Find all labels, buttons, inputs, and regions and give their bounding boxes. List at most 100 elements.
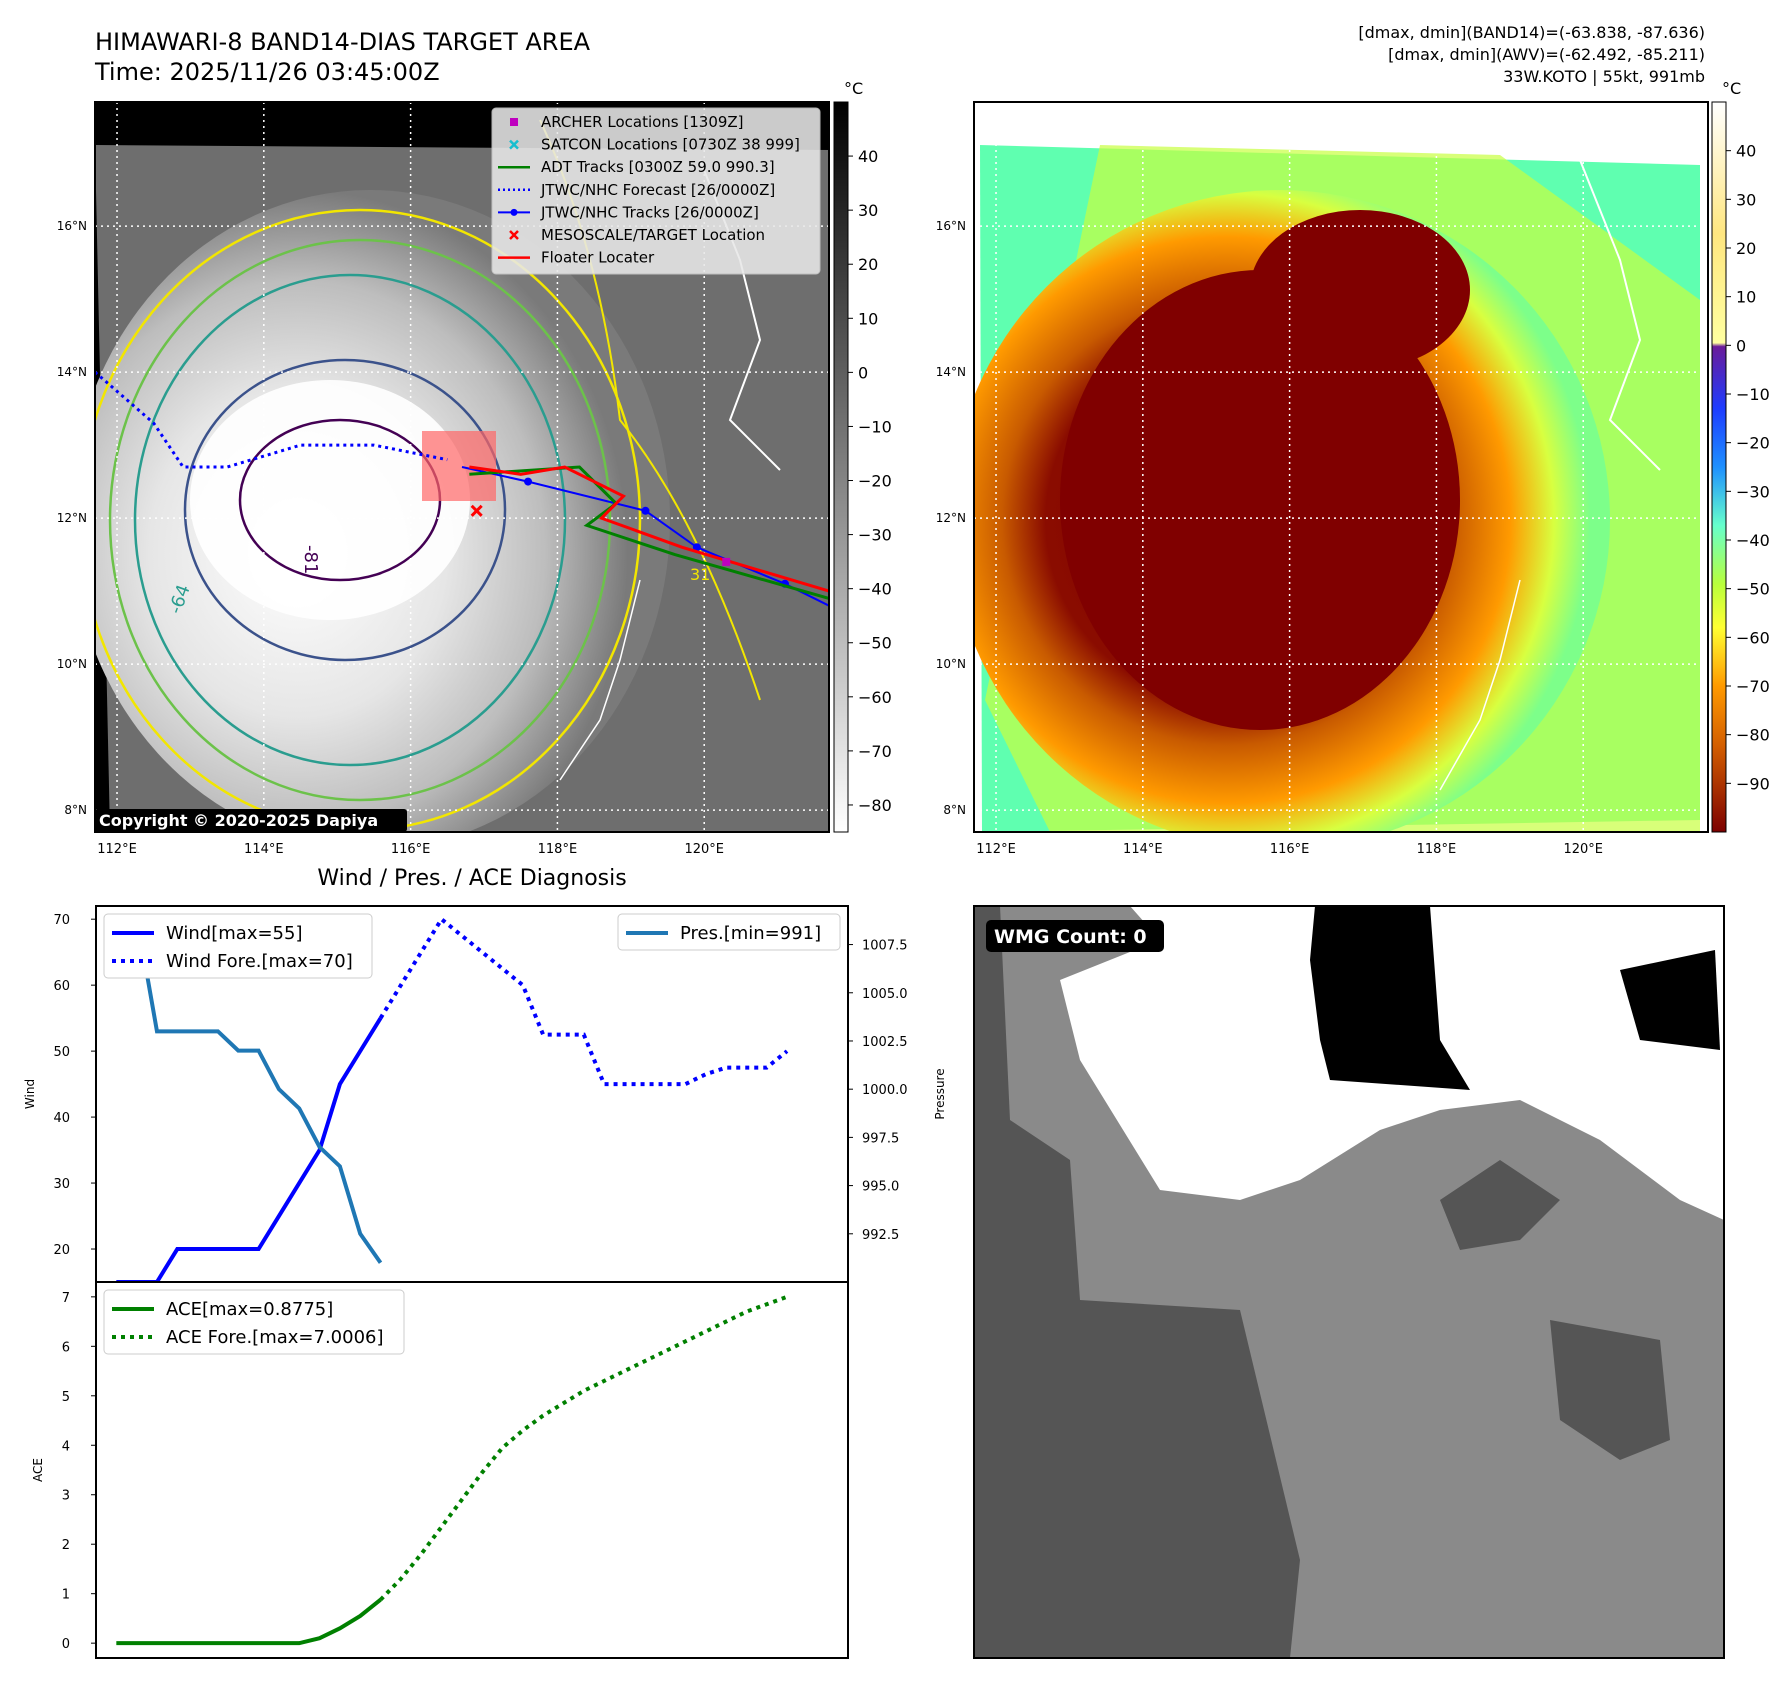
ace-ytick-label: 3 [62,1489,70,1504]
pressure-ytick-label: 1000.0 [862,1083,908,1098]
diagnosis-title: Wind / Pres. / ACE Diagnosis [317,866,626,891]
copyright-box [95,809,407,832]
legend-label: JTWC/NHC Forecast [26/0000Z] [540,181,775,199]
left-map-lat-tick-label: 12°N [57,511,87,525]
wind-pressure-chart: Wind Pressure 20 30 40 50 60 70 992.5 995.0 997.… [23,905,947,1284]
archer-location-marker [722,557,731,566]
right-map-tick-labels: 112°E 114°E 116°E 118°E 120°E 16°N 14°N 12°N 10°… [936,219,1603,857]
left-colorbar-tick-label: −60 [858,688,892,707]
left-map-lon-tick-label: 112°E [97,842,137,857]
right-colorbar-tick-label: −40 [1736,531,1770,550]
ace-ytick-label: 2 [62,1538,70,1553]
ace-ytick-label: 1 [62,1588,70,1603]
right-map-lat-tick-label: 8°N [943,803,966,817]
wind-ytick-label: 70 [53,913,70,928]
pressure-ytick-label: 1007.5 [862,939,908,954]
left-colorbar-tick-label: −50 [858,634,892,653]
wmg-panel: WMG Count: 0 [973,905,1725,1659]
right-colorbar-tick-label: 20 [1736,239,1756,258]
left-colorbar-tick-label: −40 [858,580,892,599]
legend-label: ARCHER Locations [1309Z] [541,113,744,131]
floater-track [469,465,830,593]
mesoscale-target-marker [470,504,483,517]
wind-axis-label: Wind [23,1079,37,1109]
wmg-frame [973,905,1725,1659]
figure-title-line1: HIMAWARI-8 BAND14-DIAS TARGET AREA [95,28,591,56]
wind-fore-legend-label: Wind Fore.[max=70] [166,951,353,972]
pressure-ytick-label: 1005.0 [862,987,908,1002]
legend-linedot-point [510,208,518,216]
left-colorbar-tick-label: −80 [858,796,892,815]
pressure-ytick-label: 992.5 [862,1228,899,1243]
right-map-cloud-core [1060,270,1460,730]
left-map-lon-tick-label: 114°E [244,842,284,857]
legend-archer-swatch [510,118,518,126]
ace-fore-legend-label: ACE Fore.[max=7.0006] [166,1327,384,1348]
left-colorbar-unit: °C [844,79,863,98]
left-colorbar-tick-label: 0 [858,363,868,382]
wmg-count-label: WMG Count: 0 [994,926,1147,948]
left-colorbar-tick-label: 20 [858,255,878,274]
pressure-ytick-label: 995.0 [862,1180,899,1195]
left-colorbar-tick-label: −10 [858,417,892,436]
right-colorbar-tick-label: −70 [1736,677,1770,696]
right-map-gridlines [974,102,1708,832]
contour-teal [133,273,567,767]
pressure-legend-label: Pres.[min=991] [680,923,821,944]
jtwc-track-point [692,543,701,552]
right-colorbar-unit: °C [1722,79,1741,98]
map-legend-box [491,107,821,275]
wmg-black-region-1 [1310,906,1470,1090]
ace-chart: ACE 0 1 2 3 4 5 6 7 ACE[max=0.8775] ACE Fore.[m… [31,1281,849,1659]
left-colorbar-tick-label: −20 [858,472,892,491]
left-map-lat-tick-label: 14°N [57,365,87,379]
left-map-lat-tick-label: 10°N [57,657,87,671]
coastline-right [1579,159,1661,471]
right-map-panel: 112°E 114°E 116°E 118°E 120°E 16°N 14°N 12°N 10°… [936,101,1709,857]
wind-ytick-label: 60 [53,979,70,994]
right-map-cloud-north [1250,210,1470,370]
left-colorbar-tick-label: 40 [858,147,878,166]
ace-ytick-label: 5 [62,1390,70,1405]
legend-label: SATCON Locations [0730Z 38 999] [541,136,800,154]
pressure-axis-label: Pressure [933,1068,947,1119]
left-colorbar: °C 40 30 20 10 0 −10 −20 −30 −40 −50 −60 −70 −80 [833,79,892,833]
left-colorbar-tick-label: 10 [858,309,878,328]
copyright-text: Copyright © 2020-2025 Dapiya [99,811,378,830]
legend-label: Floater Locater [541,249,655,267]
wmg-label-box [986,920,1164,952]
figure-title-line2: Time: 2025/11/26 03:45:00Z [94,58,440,86]
wind-ytick-label: 50 [53,1045,70,1060]
wind-ytick-label: 20 [53,1243,70,1258]
left-colorbar-tick-label: −70 [858,742,892,761]
left-map-lon-tick-label: 120°E [684,842,724,857]
ace-ytick-label: 6 [62,1340,70,1355]
right-colorbar-tick-label: −10 [1736,385,1770,404]
right-colorbar-bar [1711,101,1727,833]
right-colorbar-tick-label: 30 [1736,190,1756,209]
wind-ytick-label: 30 [53,1177,70,1192]
series-line-wind [116,1017,383,1284]
left-map-tick-labels: 112°E 114°E 116°E 118°E 120°E 16°N 14°N 12°N 10°… [57,219,724,857]
right-map-lat-tick-label: 16°N [936,219,966,233]
info-line1: [dmax, dmin](BAND14)=(-63.838, -87.636) [1358,23,1705,42]
jtwc-forecast-track [94,370,448,469]
pressure-legend-box [617,913,841,951]
jtwc-track-point [641,506,650,515]
contour-blue [183,358,507,662]
left-map-panel: -64 -81 31 Copyright © 2020-2025 Dapiya … [57,101,830,857]
right-map-lon-tick-label: 116°E [1270,842,1310,857]
right-colorbar-tick-label: −30 [1736,482,1770,501]
legend-x-swatch [509,139,519,150]
right-map-lat-tick-label: 12°N [936,511,966,525]
wmg-black-region-2 [1620,950,1720,1050]
right-map-lon-tick-label: 112°E [976,842,1016,857]
left-map-lon-tick-label: 116°E [391,842,431,857]
right-map-lat-tick-label: 10°N [936,657,966,671]
series-line-ace [116,1598,382,1646]
legend-label: ADT Tracks [0300Z 59.0 990.3] [541,158,775,176]
ace-legend-label: ACE[max=0.8775] [166,1299,333,1320]
wmg-dark-region-3 [1440,1160,1560,1250]
right-colorbar-tick-label: −80 [1736,726,1770,745]
wmg-dark-region-1 [974,906,1300,1658]
